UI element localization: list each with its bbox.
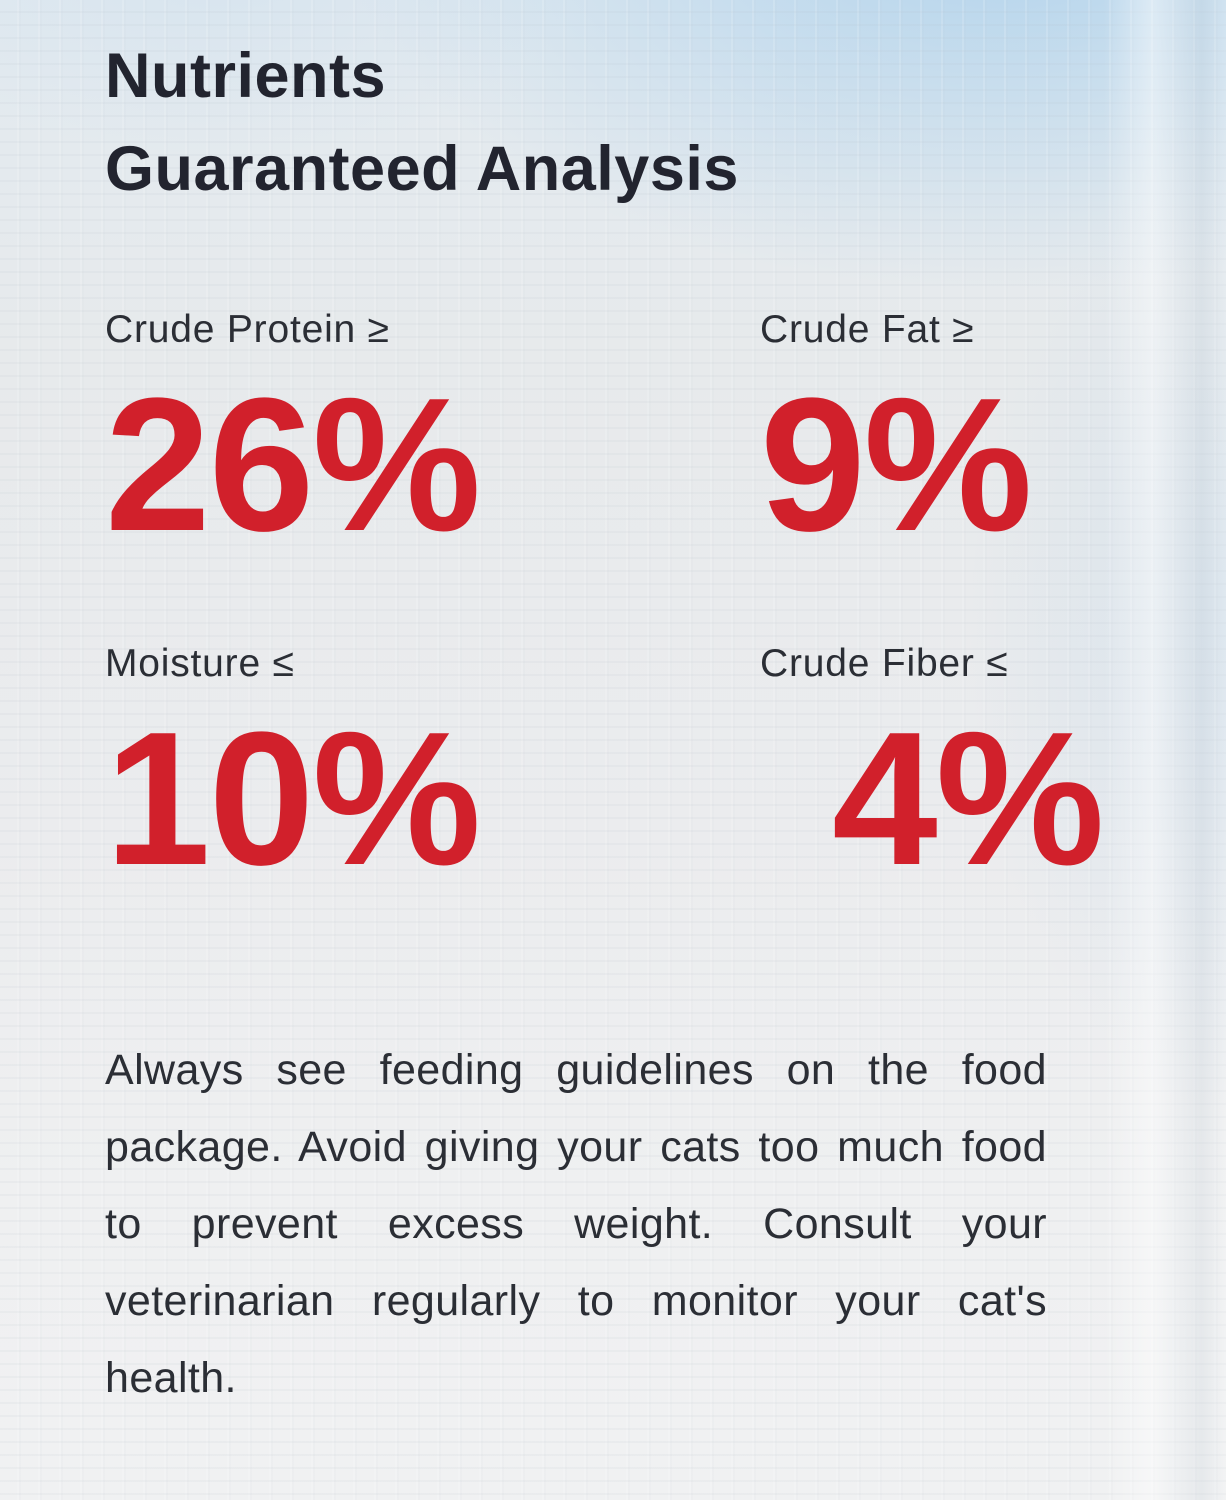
nutrient-crude-fat-label: Crude Fat ≥ bbox=[760, 308, 975, 351]
nutrients-grid: Crude Protein ≥ 26% Crude Fat ≥ 9% Moist… bbox=[105, 308, 1136, 894]
nutrient-crude-protein-label: Crude Protein ≥ bbox=[105, 308, 390, 351]
nutrient-crude-fat: Crude Fat ≥ 9% bbox=[760, 308, 1136, 560]
nutrient-crude-fiber-label: Crude Fiber ≤ bbox=[760, 642, 1009, 685]
panel-title-line1: Nutrients bbox=[105, 41, 387, 111]
nutrient-crude-fiber: Crude Fiber ≤ 4% bbox=[760, 642, 1136, 894]
nutrient-crude-protein-value: 26% bbox=[105, 359, 481, 571]
guaranteed-analysis-panel: Nutrients Guaranteed Analysis Crude Prot… bbox=[105, 30, 1136, 1402]
nutrient-moisture-label: Moisture ≤ bbox=[105, 642, 295, 685]
nutrient-moisture: Moisture ≤ 10% bbox=[105, 642, 760, 894]
nutrient-crude-protein: Crude Protein ≥ 26% bbox=[105, 308, 760, 560]
nutrient-crude-fiber-value: 4% bbox=[832, 693, 1105, 905]
panel-title-line2: Guaranteed Analysis bbox=[105, 134, 739, 204]
nutrient-moisture-value: 10% bbox=[105, 693, 481, 905]
feeding-guidelines-note: Always see feeding guidelines on the foo… bbox=[105, 1046, 1047, 1402]
nutrient-crude-fat-value: 9% bbox=[760, 359, 1033, 571]
panel-title: Nutrients Guaranteed Analysis bbox=[105, 30, 1136, 216]
